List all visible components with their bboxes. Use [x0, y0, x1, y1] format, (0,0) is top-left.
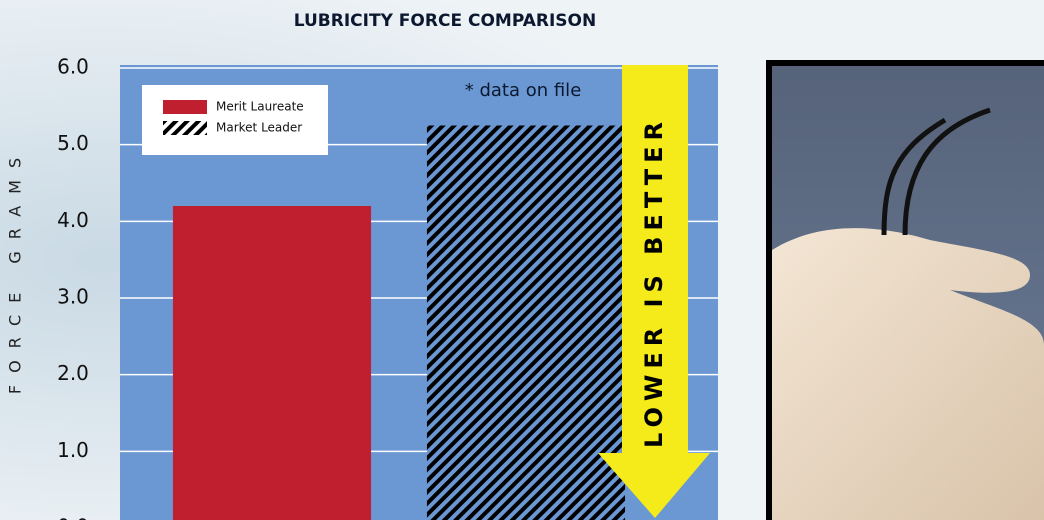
photo — [766, 60, 1044, 520]
y-tick-label: 6.0 — [57, 55, 89, 79]
legend-label: Merit Laureate — [216, 100, 304, 114]
chart-title: LUBRICITY FORCE COMPARISON — [294, 11, 596, 31]
legend-label: Market Leader — [216, 121, 302, 135]
y-tick-label: 5.0 — [57, 131, 89, 155]
arrow-label: LOWER IS BETTER — [640, 116, 668, 448]
y-tick-label: 1.0 — [57, 438, 89, 462]
legend: Merit Laureate Market Leader — [142, 85, 328, 155]
photo-hand — [772, 228, 1044, 520]
y-axis-title: FORCE GRAMS — [6, 146, 25, 394]
bar — [173, 206, 371, 520]
annotation: * data on file — [465, 80, 582, 101]
chart: LOWER IS BETTER * data on file LUBRICITY… — [0, 0, 1044, 520]
page: {"chart_data": {"type": "bar", "title": … — [0, 0, 1044, 520]
y-tick-label: 2.0 — [57, 361, 89, 385]
y-tick-label: 3.0 — [57, 285, 89, 309]
bar — [427, 126, 625, 520]
y-tick-label: 0.0 — [57, 515, 89, 520]
legend-swatch — [163, 121, 207, 135]
legend-swatch — [163, 100, 207, 114]
y-tick-label: 4.0 — [57, 208, 89, 232]
